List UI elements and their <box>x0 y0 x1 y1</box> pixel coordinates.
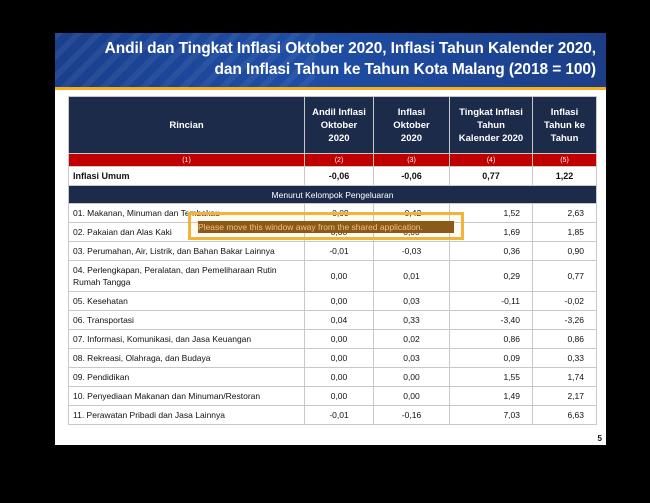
column-number: (2) <box>304 153 374 167</box>
yoy-value: 0,90 <box>532 241 597 261</box>
title-line-1: Andil dan Tingkat Inflasi Oktober 2020, … <box>104 40 596 57</box>
yoy-value: 2,17 <box>532 386 597 406</box>
header-tingkat-line2: Tahun <box>477 119 505 131</box>
row-label: 10. Penyediaan Makanan dan Minuman/Resto… <box>68 386 305 406</box>
tingkat-value: 0,29 <box>449 260 533 292</box>
inflasi-value: -0,06 <box>373 166 450 186</box>
group-header-row: Menurut Kelompok Pengeluaran <box>68 185 597 204</box>
header-andil-line1: Andil Inflasi <box>312 106 366 118</box>
row-label: 07. Informasi, Komunikasi, dan Jasa Keua… <box>68 329 305 349</box>
header-andil-line2: Oktober <box>320 119 358 131</box>
column-number: (4) <box>449 153 533 167</box>
andil-value: -0,01 <box>304 405 374 425</box>
inflasi-value: 0,33 <box>373 310 450 330</box>
table-row: 11. Perawatan Pribadi dan Jasa Lainnya -0… <box>68 405 597 425</box>
table-row: 04. Perlengkapan, Peralatan, dan Pemelih… <box>68 260 597 292</box>
page-number: 5 <box>597 434 602 443</box>
andil-value: 0,00 <box>304 367 374 387</box>
andil-value: 0,04 <box>304 310 374 330</box>
andil-value: 0,00 <box>304 386 374 406</box>
table-row: 10. Penyediaan Makanan dan Minuman/Resto… <box>68 386 597 406</box>
inflasi-value: 0,00 <box>373 367 450 387</box>
yoy-value: 0,33 <box>532 348 597 368</box>
yoy-value: 1,74 <box>532 367 597 387</box>
column-number: (5) <box>532 153 597 167</box>
yoy-value: 1,22 <box>532 166 597 186</box>
title-banner: Andil dan Tingkat Inflasi Oktober 2020, … <box>55 33 606 87</box>
tingkat-value: 0,77 <box>449 166 533 186</box>
row-label: 11. Perawatan Pribadi dan Jasa Lainnya <box>68 405 305 425</box>
andil-value: 0,00 <box>304 329 374 349</box>
row-label: Inflasi Umum <box>68 166 305 186</box>
header-yoy-line2: Tahun ke <box>544 119 585 131</box>
header-inflasi-line1: Inflasi <box>397 106 426 118</box>
column-number: (1) <box>68 153 305 167</box>
screen-share-warning[interactable]: Please move this window away from the sh… <box>188 212 464 240</box>
header-yoy-line3: Tahun <box>550 132 579 144</box>
slide-title: Andil dan Tingkat Inflasi Oktober 2020, … <box>105 38 596 80</box>
table-row: 06. Transportasi 0,04 0,33 -3,40 -3,26 <box>68 310 597 330</box>
yoy-value: 0,86 <box>532 329 597 349</box>
header-inflasi-line3: 2020 <box>400 132 423 144</box>
table-row: 09. Pendidikan 0,00 0,00 1,55 1,74 <box>68 367 597 387</box>
tingkat-value: 0,36 <box>449 241 533 261</box>
inflasi-value: -0,16 <box>373 405 450 425</box>
row-label: 03. Perumahan, Air, Listrik, dan Bahan B… <box>68 241 305 261</box>
yoy-value: 6,63 <box>532 405 597 425</box>
header-inflasi-line2: Oktober <box>393 119 430 131</box>
andil-value: 0,00 <box>304 260 374 292</box>
column-number: (3) <box>373 153 450 167</box>
row-label: 05. Kesehatan <box>68 291 305 311</box>
tingkat-value: 0,09 <box>449 348 533 368</box>
row-label: 04. Perlengkapan, Peralatan, dan Pemelih… <box>68 260 305 292</box>
share-warning-text: Please move this window away from the sh… <box>198 221 454 233</box>
table-header-row: Rincian Andil Inflasi Oktober 2020 Infla… <box>68 96 597 154</box>
inflasi-value: 0,02 <box>373 329 450 349</box>
table-row: 07. Informasi, Komunikasi, dan Jasa Keua… <box>68 329 597 349</box>
row-label: 08. Rekreasi, Olahraga, dan Budaya <box>68 348 305 368</box>
inflation-table: Rincian Andil Inflasi Oktober 2020 Infla… <box>68 96 597 425</box>
header-andil: Andil Inflasi Oktober 2020 <box>304 96 374 154</box>
table-row: 03. Perumahan, Air, Listrik, dan Bahan B… <box>68 241 597 261</box>
inflasi-value: -0,03 <box>373 241 450 261</box>
inflasi-value: 0,01 <box>373 260 450 292</box>
header-rincian: Rincian <box>68 96 305 154</box>
inflasi-value: 0,03 <box>373 291 450 311</box>
tingkat-value: 7,03 <box>449 405 533 425</box>
andil-value: 0,00 <box>304 348 374 368</box>
tingkat-value: -0,11 <box>449 291 533 311</box>
tingkat-value: -3,40 <box>449 310 533 330</box>
tingkat-value: 1,55 <box>449 367 533 387</box>
header-andil-line3: 2020 <box>328 132 350 144</box>
header-tingkat-line3: Kalender 2020 <box>458 132 524 144</box>
header-inflasi: Inflasi Oktober 2020 <box>373 96 450 154</box>
table-row: 05. Kesehatan 0,00 0,03 -0,11 -0,02 <box>68 291 597 311</box>
yoy-value: 1,85 <box>532 222 597 242</box>
yoy-value: 0,77 <box>532 260 597 292</box>
group-label: Menurut Kelompok Pengeluaran <box>68 185 597 204</box>
banner-decoration <box>55 33 315 87</box>
tingkat-value: 1,49 <box>449 386 533 406</box>
inflasi-value: 0,00 <box>373 386 450 406</box>
row-label: 06. Transportasi <box>68 310 305 330</box>
table-row: 08. Rekreasi, Olahraga, dan Budaya 0,00 0,… <box>68 348 597 368</box>
column-number-row: (1) (2) (3) (4) (5) <box>68 153 597 167</box>
yoy-value: -0,02 <box>532 291 597 311</box>
andil-value: 0,00 <box>304 291 374 311</box>
header-tingkat-line1: Tingkat Inflasi <box>459 106 523 118</box>
andil-value: -0,06 <box>304 166 374 186</box>
tingkat-value: 0,86 <box>449 329 533 349</box>
yoy-value: 2,63 <box>532 203 597 223</box>
row-label: 09. Pendidikan <box>68 367 305 387</box>
title-accent-line <box>55 87 606 90</box>
header-yoy: Inflasi Tahun ke Tahun <box>532 96 597 154</box>
inflasi-value: 0,03 <box>373 348 450 368</box>
title-line-2: dan Inflasi Tahun ke Tahun Kota Malang (… <box>214 61 597 78</box>
andil-value: -0,01 <box>304 241 374 261</box>
inflasi-umum-row: Inflasi Umum -0,06 -0,06 0,77 1,22 <box>68 166 597 186</box>
yoy-value: -3,26 <box>532 310 597 330</box>
header-tingkat: Tingkat Inflasi Tahun Kalender 2020 <box>449 96 533 154</box>
header-yoy-line1: Inflasi <box>550 106 579 118</box>
